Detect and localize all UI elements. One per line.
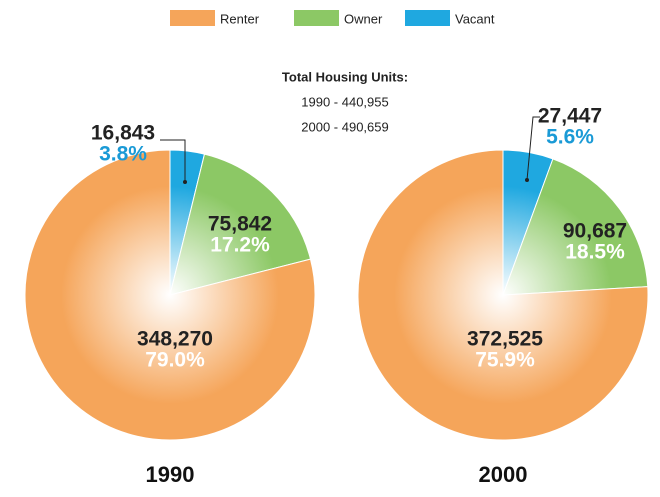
legend-swatch: [405, 10, 450, 26]
annotation-line: 2000 - 490,659: [301, 119, 388, 134]
leader-dot: [183, 180, 187, 184]
legend-swatch: [170, 10, 215, 26]
percent-label: 17.2%: [210, 234, 270, 257]
percent-label: 79.0%: [145, 349, 205, 372]
leader-dot: [525, 178, 529, 182]
value-label: 372,525: [467, 328, 543, 351]
leader-line: [526, 116, 540, 181]
chart-title: 2000: [479, 462, 528, 487]
value-label: 348,270: [137, 328, 213, 351]
value-label: 27,447: [538, 105, 602, 128]
pie-slice: [24, 149, 316, 441]
leader-line: [160, 139, 186, 182]
pie-slice: [357, 149, 649, 441]
pie-slice: [169, 153, 312, 296]
legend-label: Owner: [344, 11, 383, 26]
percent-label: 18.5%: [565, 241, 625, 264]
chart-title: 1990: [146, 462, 195, 487]
legend-swatch: [294, 10, 339, 26]
annotation-line: 1990 - 440,955: [301, 94, 388, 109]
percent-label: 75.9%: [475, 349, 535, 372]
value-label: 16,843: [91, 122, 155, 145]
legend-label: Renter: [220, 11, 260, 26]
value-label: 90,687: [563, 220, 627, 243]
percent-label: 5.6%: [546, 126, 594, 149]
annotation-title: Total Housing Units:: [282, 69, 408, 84]
legend-label: Vacant: [455, 11, 495, 26]
percent-label: 3.8%: [99, 143, 147, 166]
pie-slice: [502, 158, 649, 296]
value-label: 75,842: [208, 213, 272, 236]
